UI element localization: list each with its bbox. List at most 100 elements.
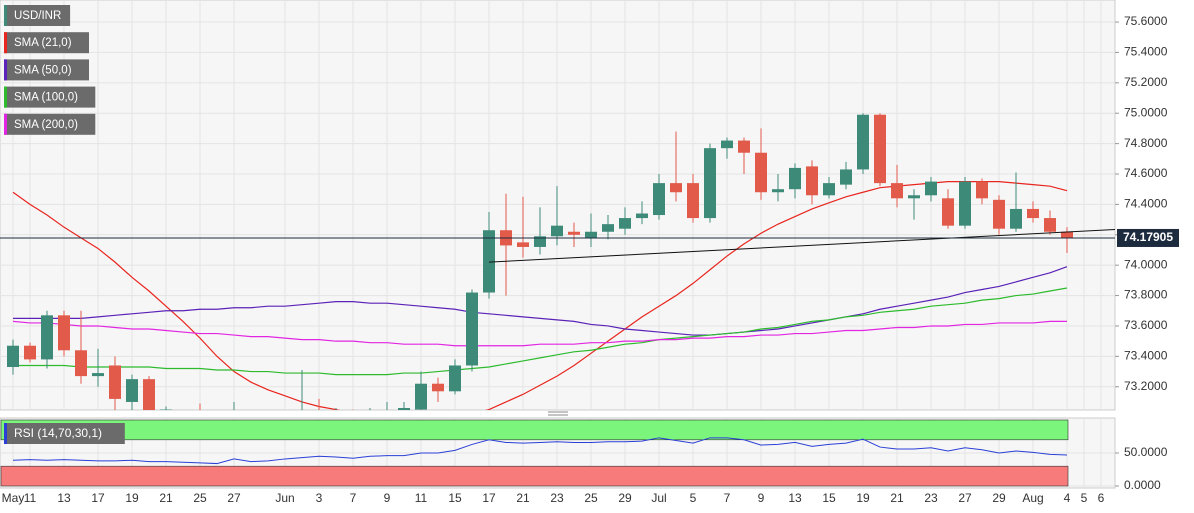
y-tick-label: 73.6000 — [1124, 318, 1168, 332]
x-tick-label: 25 — [584, 491, 598, 505]
x-tick-label: 21 — [890, 491, 904, 505]
candle-body — [874, 114, 886, 184]
panel-splitter[interactable] — [548, 411, 568, 416]
legend-swatch — [4, 59, 7, 81]
candle-body — [7, 345, 19, 367]
trendline — [488, 228, 1115, 263]
legend-box — [4, 423, 125, 444]
y-tick-label: 73.2000 — [1124, 379, 1168, 393]
y-tick-label: 74.0000 — [1124, 257, 1168, 271]
oversold-band — [0, 465, 1069, 487]
candle-body — [126, 379, 138, 402]
y-tick-label: 73.8000 — [1124, 288, 1168, 302]
candle-body — [347, 414, 359, 417]
candle-body — [483, 230, 495, 293]
y-tick-label: 73.4000 — [1124, 349, 1168, 363]
candle-body — [636, 213, 648, 219]
candle-body — [1027, 208, 1039, 219]
candle-body — [58, 315, 70, 351]
candle-body — [823, 183, 835, 196]
x-tick-label: 3 — [316, 491, 323, 505]
rsi-line — [12, 437, 1068, 465]
x-tick-label: 4 — [1064, 491, 1071, 505]
candle-body — [789, 167, 801, 190]
candle-body — [1010, 208, 1022, 229]
candle-body — [534, 236, 546, 247]
candle-body — [959, 181, 971, 226]
candle-body — [1044, 218, 1056, 232]
sma-line — [13, 287, 1068, 376]
candle-body — [568, 231, 580, 235]
candle-body — [92, 373, 104, 377]
x-tick-label: 7 — [724, 491, 731, 505]
candle-body — [653, 183, 665, 216]
sma-line — [13, 266, 1068, 336]
x-tick-label: 29 — [618, 491, 632, 505]
candle-body — [840, 169, 852, 185]
candle-body — [109, 365, 121, 399]
x-tick-label: 29 — [992, 491, 1006, 505]
y-tick-label: 75.0000 — [1124, 105, 1168, 119]
x-tick-label: 11 — [24, 491, 37, 505]
x-tick-label: 15 — [822, 491, 836, 505]
candle-body — [857, 114, 869, 170]
x-tick-label: 7 — [350, 491, 357, 505]
candle-body — [160, 409, 172, 410]
legend-box — [4, 5, 71, 26]
y-tick-label: 75.6000 — [1124, 14, 1168, 28]
legend-swatch — [4, 5, 7, 26]
legend-label: SMA (200,0) — [14, 119, 78, 131]
legend-swatch — [4, 113, 7, 135]
legend-box — [4, 59, 89, 81]
x-tick-label: 9 — [758, 491, 765, 505]
x-tick-label: Jun — [275, 491, 294, 505]
y-tick-label: 50.0000 — [1124, 445, 1168, 459]
candle-body — [24, 345, 36, 360]
legend-label: RSI (14,70,30,1) — [14, 426, 102, 440]
x-tick-label: 25 — [193, 491, 207, 505]
candle-body — [381, 411, 393, 417]
candle-body — [75, 350, 87, 377]
x-tick-label: 17 — [482, 491, 496, 505]
legend-swatch — [4, 86, 7, 108]
x-tick-label: Jul — [651, 491, 666, 505]
legend-box — [4, 86, 96, 108]
y-tick-label: 74.6000 — [1124, 166, 1168, 180]
candle-body — [942, 198, 954, 226]
candle-body — [925, 181, 937, 196]
x-tick-label: 23 — [550, 491, 564, 505]
x-tick-label: Aug — [1022, 491, 1043, 505]
x-tick-label: 5 — [690, 491, 697, 505]
candle-body — [585, 231, 597, 238]
candle-body — [415, 383, 427, 410]
candle-body — [908, 195, 920, 199]
legend-swatch — [4, 423, 7, 444]
candle-body — [398, 408, 410, 410]
legend-label: SMA (21,0) — [14, 37, 72, 49]
candle-body — [364, 416, 376, 418]
x-tick-label: 27 — [227, 491, 241, 505]
legend-label: SMA (50,0) — [14, 64, 72, 76]
last-price-box — [1117, 228, 1179, 247]
candle-body — [619, 218, 631, 229]
x-tick-label: 13 — [788, 491, 802, 505]
candle-body — [772, 189, 784, 193]
x-tick-label: May — [2, 491, 25, 505]
candle-body — [517, 242, 529, 247]
candle-body — [41, 315, 53, 360]
legend-box — [4, 113, 96, 135]
candle-body — [976, 181, 988, 199]
x-tick-label: 19 — [125, 491, 139, 505]
candle-body — [806, 166, 818, 196]
y-tick-label: 74.4000 — [1124, 197, 1168, 211]
legend-box — [4, 32, 89, 54]
candle-body — [1061, 231, 1073, 238]
x-tick-label: 27 — [958, 491, 972, 505]
last-price-label: 74.17905 — [1123, 230, 1173, 244]
sma-line — [12, 320, 1067, 347]
candle-body — [891, 183, 903, 199]
x-tick-label: 23 — [924, 491, 938, 505]
y-tick-label: 75.2000 — [1124, 75, 1168, 89]
legend-label: SMA (100,0) — [14, 92, 78, 104]
